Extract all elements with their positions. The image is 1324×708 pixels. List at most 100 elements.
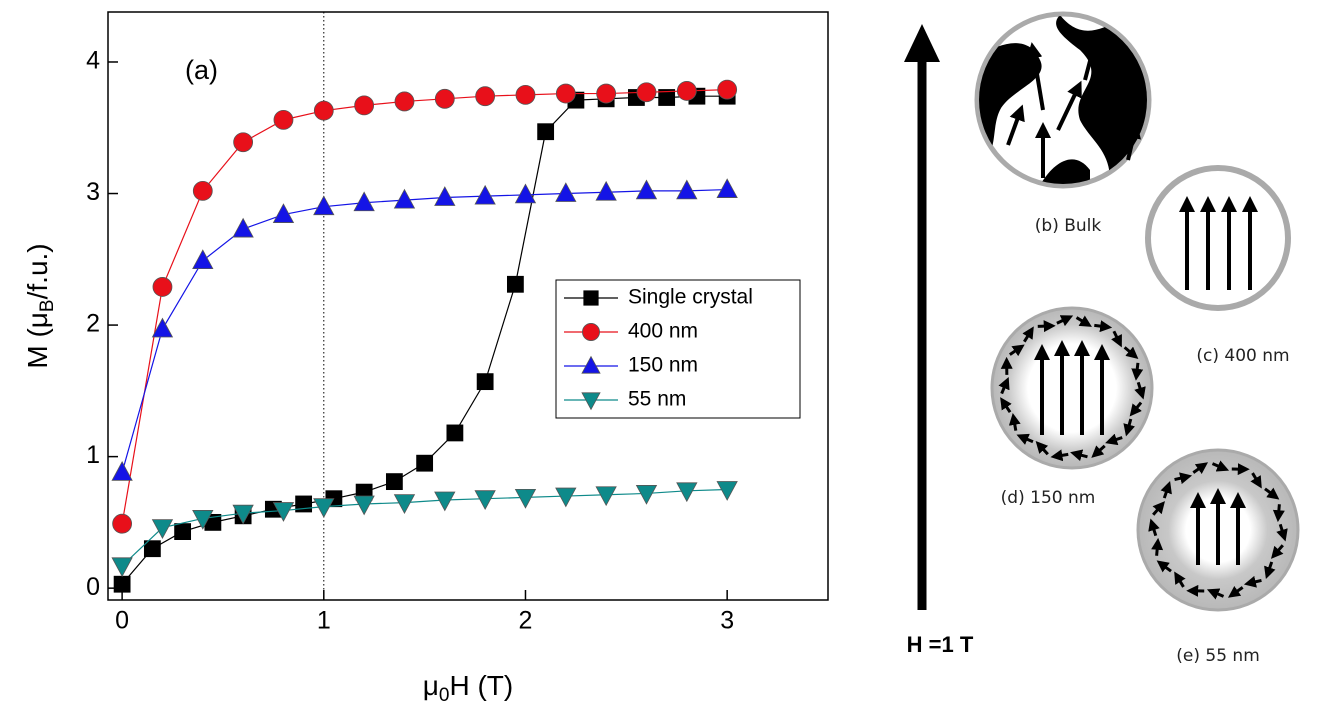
legend-marker bbox=[582, 323, 600, 341]
marker bbox=[111, 557, 133, 578]
legend-label: 55 nm bbox=[628, 388, 686, 411]
marker bbox=[394, 91, 415, 112]
x-axis-label-part: H (T) bbox=[449, 670, 513, 701]
marker bbox=[113, 575, 131, 593]
diagram: H =1 T (b) Bulk bbox=[904, 11, 1300, 666]
marker bbox=[635, 179, 658, 200]
legend-label: Single crystal bbox=[628, 286, 753, 309]
marker bbox=[232, 504, 254, 525]
x-tick-label: 3 bbox=[720, 607, 734, 635]
series-line bbox=[121, 188, 728, 473]
panel-caption: (c) 400 nm bbox=[1196, 346, 1289, 366]
panel-caption: (d) 150 nm bbox=[1001, 488, 1096, 508]
spin-arrow bbox=[1131, 362, 1144, 381]
y-axis-label-part: B bbox=[37, 299, 58, 312]
spin-arrow bbox=[1156, 560, 1172, 573]
marker bbox=[636, 82, 657, 103]
spin-arrow bbox=[1056, 315, 1074, 327]
marker bbox=[474, 490, 496, 511]
marker bbox=[595, 180, 617, 201]
legend-marker bbox=[581, 355, 601, 374]
marker bbox=[313, 195, 335, 216]
marker bbox=[151, 317, 174, 338]
particle-55 bbox=[1136, 448, 1300, 612]
spin-arrow bbox=[1250, 472, 1262, 489]
marker bbox=[446, 424, 464, 442]
marker bbox=[506, 275, 524, 293]
panel-caption: (e) 55 nm bbox=[1176, 646, 1260, 666]
spin-arrow bbox=[1152, 501, 1165, 516]
y-tick-label: 2 bbox=[86, 310, 100, 338]
spin-arrow bbox=[1008, 344, 1025, 357]
spin-arrow bbox=[1008, 412, 1021, 431]
field-label: H =1 T bbox=[907, 632, 974, 657]
y-axis-label-part: /f.u.) bbox=[22, 243, 53, 299]
y-axis-label-part: M (μ bbox=[22, 312, 53, 369]
marker bbox=[416, 454, 434, 472]
marker bbox=[313, 498, 335, 518]
panel-caption: (b) Bulk bbox=[1035, 216, 1102, 236]
marker bbox=[555, 182, 577, 202]
marker bbox=[717, 79, 738, 100]
marker bbox=[192, 510, 214, 530]
y-tick-label: 1 bbox=[86, 441, 100, 469]
series-line bbox=[121, 488, 728, 567]
marker bbox=[514, 183, 537, 204]
spin-arrow bbox=[1123, 418, 1135, 437]
y-tick-label: 4 bbox=[86, 47, 100, 75]
spin-arrow bbox=[1000, 397, 1012, 413]
spin-arrow bbox=[1016, 433, 1034, 445]
marker bbox=[174, 523, 192, 540]
spin-arrow bbox=[1091, 444, 1106, 458]
x-tick-label: 1 bbox=[317, 607, 331, 635]
legend-label: 400 nm bbox=[628, 320, 698, 343]
spin-arrow bbox=[1160, 481, 1172, 499]
marker bbox=[143, 540, 161, 558]
spin-arrow bbox=[1129, 401, 1143, 417]
marker bbox=[313, 100, 334, 121]
legend-marker bbox=[583, 290, 599, 306]
marker bbox=[233, 132, 254, 153]
spin-arrow bbox=[1105, 433, 1123, 446]
field-arrow-head bbox=[904, 24, 940, 62]
spin-arrow bbox=[1094, 320, 1113, 333]
series-line bbox=[121, 89, 728, 524]
marker bbox=[716, 178, 738, 198]
marker bbox=[111, 461, 133, 481]
marker bbox=[192, 249, 214, 270]
y-tick-label: 3 bbox=[86, 178, 100, 206]
spin-arrow bbox=[1264, 561, 1276, 579]
spin-arrow bbox=[1050, 449, 1069, 462]
spin-arrow bbox=[1022, 326, 1034, 343]
marker bbox=[658, 89, 676, 106]
spin-arrow bbox=[1151, 537, 1164, 556]
marker bbox=[676, 179, 698, 200]
spin-arrow bbox=[1243, 575, 1262, 588]
spin-arrow bbox=[1192, 462, 1209, 475]
marker bbox=[676, 482, 698, 503]
spin-arrow bbox=[1271, 544, 1284, 559]
legend-marker bbox=[581, 392, 601, 411]
spin-arrow bbox=[998, 376, 1010, 395]
marker bbox=[596, 83, 617, 104]
x-axis-label: μ0H (T) bbox=[423, 670, 513, 706]
spin-arrow bbox=[1148, 518, 1160, 537]
marker bbox=[476, 373, 494, 391]
marker bbox=[273, 109, 294, 130]
spin-arrow bbox=[1075, 315, 1092, 327]
marker bbox=[151, 519, 174, 539]
spin-arrow bbox=[1035, 441, 1049, 456]
marker bbox=[272, 502, 295, 522]
marker bbox=[434, 186, 456, 206]
marker bbox=[393, 494, 416, 514]
marker bbox=[434, 88, 455, 109]
legend-label: 150 nm bbox=[628, 354, 698, 377]
marker bbox=[272, 203, 295, 223]
spin-arrow bbox=[1211, 460, 1230, 472]
marker bbox=[676, 81, 697, 101]
marker bbox=[515, 84, 536, 105]
x-axis-label-part: 0 bbox=[439, 685, 450, 706]
particle-400 bbox=[1145, 165, 1291, 311]
